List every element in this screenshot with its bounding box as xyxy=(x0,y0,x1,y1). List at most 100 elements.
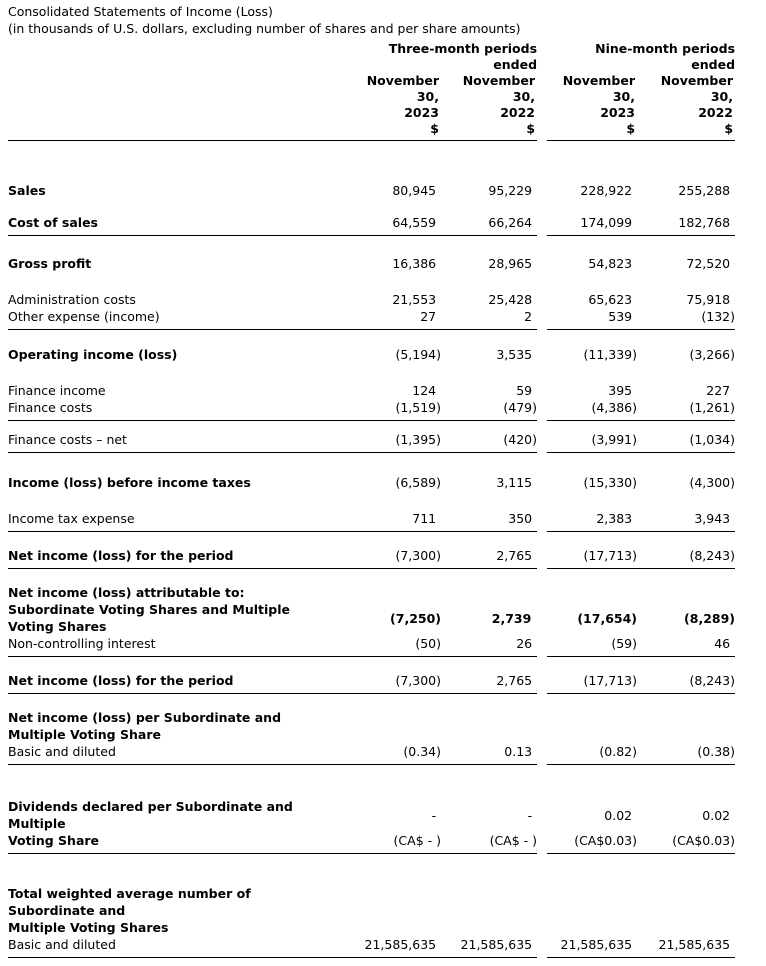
cell-value: (4,300) xyxy=(689,475,736,490)
row-label: Finance costs xyxy=(8,399,360,421)
cell-value: 54,823) xyxy=(588,256,633,271)
column-gap xyxy=(537,382,547,399)
row-label: Dividends declared per Subordinate and Mu… xyxy=(8,799,293,831)
row-spacer xyxy=(8,421,735,432)
statement-subtitle: (in thousands of U.S. dollars, excluding… xyxy=(8,21,521,36)
table-row: Finance costs (1,519) (479) (4,386) (1,261) xyxy=(8,399,736,421)
cell-value: 27) xyxy=(360,308,441,330)
row-spacer xyxy=(8,694,735,710)
row-spacer xyxy=(8,199,735,214)
column-header-nov-2023-3m: November 30, 2023 xyxy=(366,73,439,120)
cell-value: (17,654) xyxy=(577,610,638,626)
cell-value: 0.02) xyxy=(604,807,633,823)
cell-value xyxy=(360,709,441,743)
row-spacer xyxy=(8,491,735,510)
cell-value: 21,585,635) xyxy=(441,936,538,958)
cell-value: 65,623) xyxy=(588,292,633,307)
period-group-header-row: Three-month periods ended Nine-month per… xyxy=(8,39,735,73)
cell-value xyxy=(547,584,637,601)
cell-value xyxy=(360,584,441,601)
column-gap xyxy=(537,832,547,854)
table-row: Net income (loss) per Subordinate and Mul… xyxy=(8,709,735,743)
column-gap xyxy=(537,73,547,121)
row-label: Non-controlling interest xyxy=(8,635,360,657)
row-label: Net income (loss) for the period xyxy=(8,547,360,569)
cell-value: (50) xyxy=(360,635,441,657)
cell-value xyxy=(637,709,735,743)
cell-value: (1,034) xyxy=(637,431,736,453)
table-row: Net income (loss) for the period (7,300) 2… xyxy=(8,547,736,569)
cell-value: 2,765) xyxy=(441,547,538,569)
table-row: Non-controlling interest(50)26) (59)46) xyxy=(8,635,736,657)
cell-value: -) xyxy=(527,807,533,823)
row-label: Basic and diluted xyxy=(8,743,360,765)
cell-value: 2) xyxy=(441,308,538,330)
cell-value: (CA$ - ) xyxy=(360,832,441,854)
cell-value: (132) xyxy=(637,308,736,330)
cell-value: (479) xyxy=(441,399,538,421)
table-row: Net income (loss) attributable to: xyxy=(8,584,735,601)
column-gap xyxy=(537,308,547,330)
column-gap xyxy=(537,431,547,453)
row-label: Finance costs – net xyxy=(8,431,360,453)
table-row: Voting Share (CA$ - ) (CA$ - ) (CA$0.03) (CA… xyxy=(8,832,736,854)
row-label: Gross profit xyxy=(8,256,92,271)
nine-month-group-header: Nine-month periods ended xyxy=(547,39,735,73)
currency-unit: $ xyxy=(441,121,538,141)
row-label: Cost of sales xyxy=(8,214,360,236)
cell-value xyxy=(637,885,735,936)
group-header-line: ended xyxy=(493,57,538,72)
row-spacer xyxy=(8,363,735,382)
currency-unit: $ xyxy=(637,121,736,141)
row-label: Subordinate Voting Shares and Multiple Vo… xyxy=(8,602,291,634)
cell-value xyxy=(441,709,537,743)
cell-value: 46) xyxy=(637,635,736,657)
cell-value: (1,261) xyxy=(637,399,736,421)
cell-value: 182,768) xyxy=(637,214,736,236)
table-row: Dividends declared per Subordinate and Mu… xyxy=(8,798,735,832)
column-gap xyxy=(537,121,547,141)
cell-value: 0.13) xyxy=(441,743,538,765)
cell-value: (6,589) xyxy=(395,475,441,490)
column-gap xyxy=(537,39,547,73)
column-gap xyxy=(537,584,547,601)
cell-value: (17,713) xyxy=(547,547,638,569)
table-row: Other expense (income)27)2) 539)(132) xyxy=(8,308,736,330)
cell-value xyxy=(637,584,735,601)
cell-value: 64,559) xyxy=(360,214,441,236)
table-row: Finance income 124) 59) 395) 227) xyxy=(8,382,735,399)
column-gap xyxy=(537,346,547,363)
row-spacer xyxy=(8,141,735,183)
table-row: Total weighted average number of Subordin… xyxy=(8,885,735,936)
cell-value: 25,428) xyxy=(488,292,533,307)
cell-value: 0.02) xyxy=(702,807,731,823)
cell-value xyxy=(441,584,537,601)
cell-value: 227) xyxy=(706,383,731,398)
row-spacer xyxy=(8,657,735,673)
cell-value: (420) xyxy=(441,431,538,453)
cell-value: (1,395) xyxy=(360,431,441,453)
group-header-line: ended xyxy=(691,57,736,72)
table-row: Finance costs – net (1,395) (420) (3,991) (1… xyxy=(8,431,736,453)
cell-value: 174,099) xyxy=(547,214,638,236)
cell-value xyxy=(360,885,441,936)
cell-value: 255,288) xyxy=(678,183,731,198)
cell-value: (8,243) xyxy=(637,672,736,694)
unit-header-row: $ $ $ $ xyxy=(8,121,736,141)
column-gap xyxy=(537,885,547,936)
row-label: Operating income (loss) xyxy=(8,347,178,362)
cell-value: (11,339) xyxy=(583,347,638,362)
cell-value: (1,519) xyxy=(360,399,441,421)
cell-value: 21,585,635) xyxy=(547,936,638,958)
cell-value: 350) xyxy=(441,510,538,532)
column-gap xyxy=(537,936,547,958)
cell-value: 21,585,635) xyxy=(360,936,441,958)
header-label-spacer xyxy=(8,121,360,141)
table-row: Sales 80,945) 95,229) 228,922) 255,288) xyxy=(8,182,735,199)
cell-value: (7,300) xyxy=(360,547,441,569)
row-label: Finance income xyxy=(8,383,106,398)
row-label: Total weighted average number of Subordin… xyxy=(8,886,251,935)
cell-value: 66,264) xyxy=(441,214,538,236)
cell-value: (0.34) xyxy=(360,743,441,765)
row-label: Administration costs xyxy=(8,292,136,307)
